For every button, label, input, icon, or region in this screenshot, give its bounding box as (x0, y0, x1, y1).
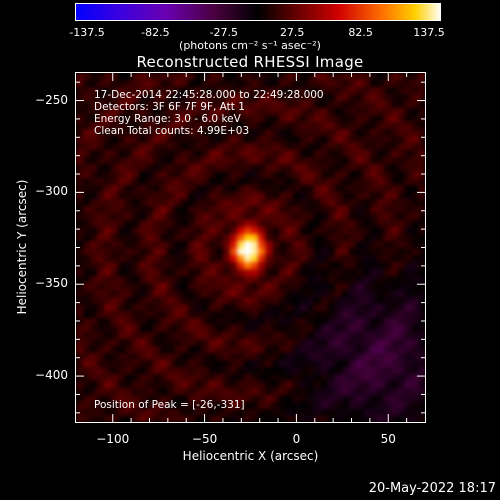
colorbar-tick-label: -82.5 (141, 26, 170, 39)
y-tick-label: −300 (35, 184, 68, 199)
detectors-label: Detectors: 3F 6F 7F 9F, Att 1 (94, 101, 245, 113)
colorbar-tick-label: 137.5 (413, 26, 445, 39)
colorbar-tick-label: -137.5 (69, 26, 105, 39)
colorbar-frame (75, 3, 441, 21)
footer-timestamp: 20-May-2022 18:17 (368, 481, 496, 496)
y-tick-label: −250 (35, 92, 68, 107)
y-tick-label: −350 (35, 276, 68, 291)
heatmap-image (76, 73, 425, 422)
colorbar-tick-label: 27.5 (279, 26, 305, 39)
plot-area: 17-Dec-2014 22:45:28.000 to 22:49:28.000… (75, 72, 426, 423)
time-range-label: 17-Dec-2014 22:45:28.000 to 22:49:28.000 (94, 89, 324, 101)
colorbar-tick-label: -27.5 (209, 26, 239, 39)
x-tick-label: −50 (191, 432, 218, 446)
plot-title: Reconstructed RHESSI Image (136, 53, 364, 71)
colorbar (75, 3, 441, 21)
colorbar-tick-label: 82.5 (348, 26, 373, 39)
x-tick-label: 0 (292, 432, 301, 446)
axis-tickmarks (76, 73, 425, 422)
x-tick-label: −100 (96, 432, 130, 446)
y-axis-label: Heliocentric Y (arcsec) (15, 179, 29, 315)
x-axis-label: Heliocentric X (arcsec) (182, 449, 319, 463)
y-tick-label: −400 (35, 368, 68, 383)
clean-counts-label: Clean Total counts: 4.99E+03 (94, 125, 250, 137)
peak-position-label: Position of Peak = [-26,-331] (94, 399, 245, 411)
x-tick-label: 50 (380, 432, 396, 446)
colorbar-units: (photons cm⁻² s⁻¹ asec⁻²) (179, 39, 321, 52)
energy-range-label: Energy Range: 3.0 - 6.0 keV (94, 113, 241, 125)
